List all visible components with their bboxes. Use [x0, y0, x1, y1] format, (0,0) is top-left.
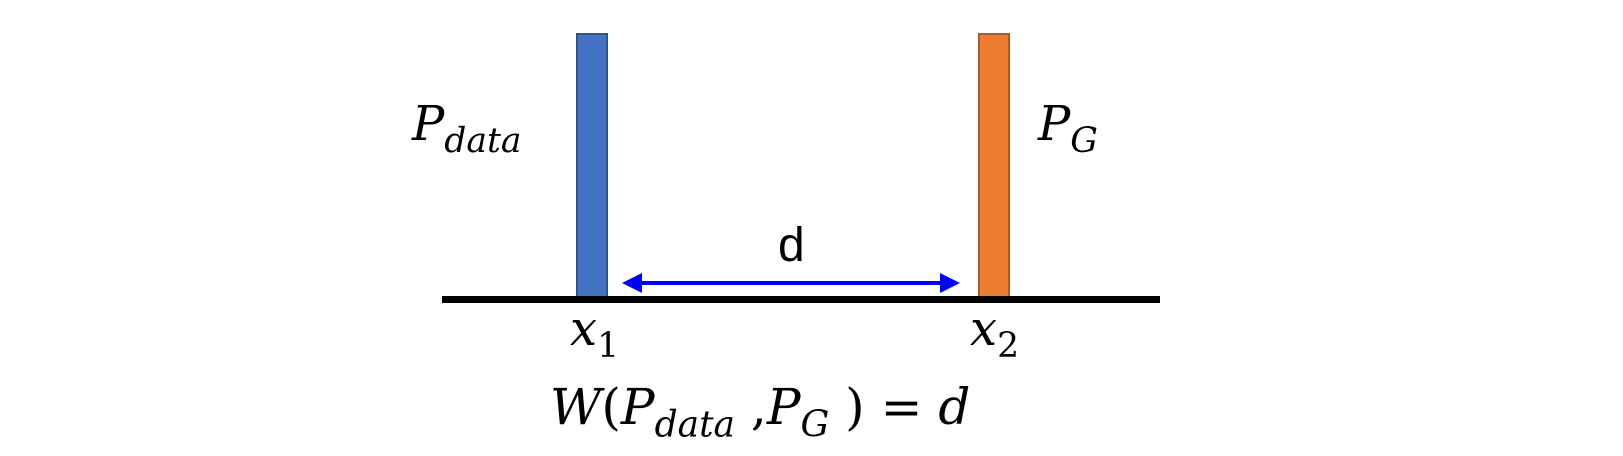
- x2-label: x2: [970, 301, 1020, 367]
- distance-label: d: [778, 219, 805, 272]
- x1-label: x1: [570, 301, 620, 367]
- p-g-bar: [978, 33, 1010, 299]
- wasserstein-formula: W(Pdata ,PG ) = d: [550, 378, 971, 446]
- distance-arrow-left-head: [622, 273, 642, 293]
- x-axis-baseline: [442, 296, 1160, 303]
- p-data-bar: [576, 33, 608, 299]
- p-g-label: PG: [1038, 96, 1098, 162]
- distance-arrow-right-head: [940, 273, 960, 293]
- p-data-label: Pdata: [412, 96, 522, 162]
